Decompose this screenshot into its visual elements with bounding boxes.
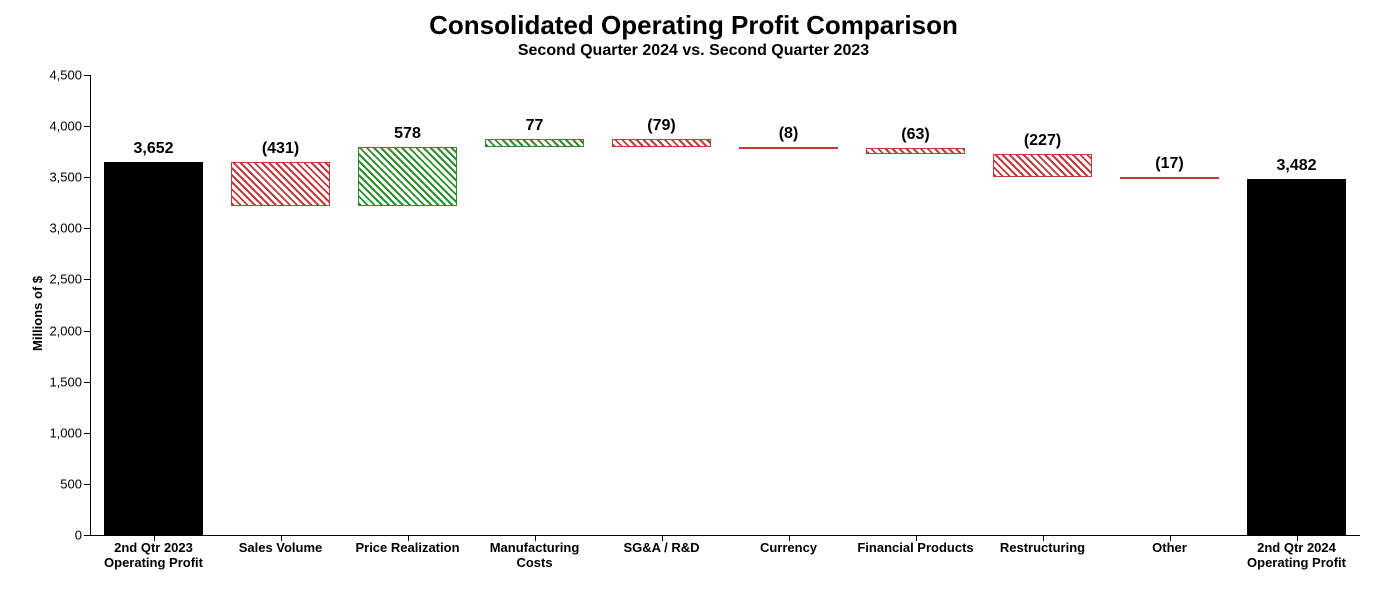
y-tick-label: 2,500 xyxy=(49,272,90,287)
decrease-bar xyxy=(1120,177,1219,179)
total-bar xyxy=(1247,179,1346,535)
category-label: Currency xyxy=(725,541,852,556)
total-bar xyxy=(104,162,203,535)
y-tick-label: 1,500 xyxy=(49,374,90,389)
bar-value-label: (79) xyxy=(647,117,675,135)
y-tick-label: 0 xyxy=(75,528,90,543)
category-label: Restructuring xyxy=(979,541,1106,556)
bar-value-label: (8) xyxy=(779,125,799,143)
category-label: 2nd Qtr 2023 Operating Profit xyxy=(90,541,217,571)
bar-value-label: (63) xyxy=(901,126,929,144)
bar-value-label: 578 xyxy=(394,125,421,143)
category-label: Other xyxy=(1106,541,1233,556)
y-axis-label: Millions of $ xyxy=(30,276,45,351)
category-label: Price Realization xyxy=(344,541,471,556)
chart-title: Consolidated Operating Profit Comparison xyxy=(0,10,1387,41)
waterfall-chart: Consolidated Operating Profit Comparison… xyxy=(0,0,1387,595)
bar-value-label: 3,652 xyxy=(133,140,173,158)
y-tick-label: 4,500 xyxy=(49,68,90,83)
y-tick-label: 2,000 xyxy=(49,323,90,338)
category-label: 2nd Qtr 2024 Operating Profit xyxy=(1233,541,1360,571)
y-tick-label: 4,000 xyxy=(49,119,90,134)
y-tick-label: 1,000 xyxy=(49,425,90,440)
y-tick-label: 3,500 xyxy=(49,170,90,185)
plot-area: 05001,0001,5002,0002,5003,0003,5004,0004… xyxy=(90,75,1360,535)
bar-value-label: (227) xyxy=(1024,132,1061,150)
increase-bar xyxy=(485,139,584,147)
y-tick-label: 500 xyxy=(60,476,90,491)
category-label: Sales Volume xyxy=(217,541,344,556)
increase-bar xyxy=(358,147,457,206)
decrease-bar xyxy=(866,148,965,154)
decrease-bar xyxy=(993,154,1092,177)
category-label: Financial Products xyxy=(852,541,979,556)
decrease-bar xyxy=(612,139,711,147)
decrease-bar xyxy=(739,147,838,149)
bar-value-label: 77 xyxy=(526,117,544,135)
category-label: SG&A / R&D xyxy=(598,541,725,556)
category-label: Manufacturing Costs xyxy=(471,541,598,571)
decrease-bar xyxy=(231,162,330,206)
y-axis xyxy=(90,75,91,535)
chart-subtitle: Second Quarter 2024 vs. Second Quarter 2… xyxy=(0,42,1387,60)
bar-value-label: (431) xyxy=(262,140,299,158)
bar-value-label: 3,482 xyxy=(1276,157,1316,175)
y-tick-label: 3,000 xyxy=(49,221,90,236)
bar-value-label: (17) xyxy=(1155,155,1183,173)
